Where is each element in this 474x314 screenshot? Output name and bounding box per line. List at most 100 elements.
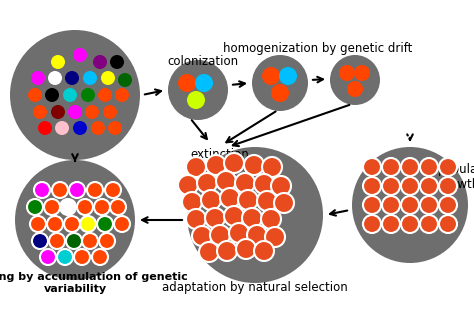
Circle shape [382,215,400,233]
Circle shape [30,216,46,232]
Circle shape [87,182,103,198]
Circle shape [363,196,381,214]
Circle shape [205,208,225,228]
Text: adaptation by natural selection: adaptation by natural selection [162,281,348,294]
Circle shape [192,226,212,246]
Circle shape [82,233,98,249]
Circle shape [40,249,56,265]
Circle shape [439,215,457,233]
Circle shape [262,157,282,177]
Circle shape [224,153,244,173]
Circle shape [254,241,274,261]
Circle shape [220,188,240,208]
Circle shape [101,71,115,85]
Circle shape [31,71,45,85]
Circle shape [182,192,202,212]
Circle shape [93,55,107,69]
Circle shape [27,199,43,215]
Circle shape [91,121,105,135]
Circle shape [10,30,140,160]
Circle shape [439,196,457,214]
Circle shape [363,215,381,233]
Circle shape [271,176,291,196]
Circle shape [206,155,226,175]
Circle shape [217,241,237,261]
Circle shape [236,239,256,259]
Circle shape [73,121,87,135]
Circle shape [168,60,228,120]
Circle shape [63,88,77,102]
Circle shape [66,233,82,249]
Circle shape [354,65,370,81]
Circle shape [439,177,457,195]
Circle shape [274,193,294,213]
Circle shape [114,216,130,232]
Circle shape [330,55,380,105]
Circle shape [420,196,438,214]
Circle shape [178,74,196,92]
Circle shape [363,158,381,176]
Circle shape [51,105,65,119]
Circle shape [73,48,87,62]
Circle shape [265,227,285,247]
Circle shape [252,55,308,111]
Circle shape [110,199,126,215]
Circle shape [15,160,135,280]
Circle shape [118,73,132,87]
Circle shape [352,147,468,263]
Circle shape [439,158,457,176]
Circle shape [339,65,355,81]
Circle shape [197,173,217,193]
Text: freezing by accumulation of genetic
variability: freezing by accumulation of genetic vari… [0,273,187,294]
Text: extinction: extinction [191,148,249,161]
Circle shape [244,155,264,175]
Circle shape [105,182,121,198]
Circle shape [81,88,95,102]
Circle shape [47,216,63,232]
Circle shape [98,88,112,102]
Circle shape [33,105,47,119]
Circle shape [229,223,249,243]
Circle shape [242,208,262,228]
Circle shape [94,199,110,215]
Circle shape [401,196,419,214]
Circle shape [108,121,122,135]
Circle shape [420,158,438,176]
Circle shape [85,105,99,119]
Circle shape [80,216,96,232]
Circle shape [201,190,221,210]
Text: population
growth: population growth [438,163,474,191]
Circle shape [254,174,274,194]
Circle shape [363,177,381,195]
Circle shape [60,199,76,215]
Circle shape [271,84,289,102]
Circle shape [224,206,244,226]
Circle shape [178,175,198,195]
Text: colonization: colonization [167,55,238,68]
Circle shape [186,157,206,177]
Circle shape [28,88,42,102]
Circle shape [34,182,50,198]
Circle shape [186,209,206,229]
Text: homogenization by genetic drift: homogenization by genetic drift [223,42,413,55]
Circle shape [247,225,267,245]
Circle shape [382,177,400,195]
Circle shape [420,215,438,233]
Circle shape [235,173,255,193]
Circle shape [51,55,65,69]
Circle shape [92,249,108,265]
Circle shape [262,67,280,85]
Circle shape [103,105,117,119]
Circle shape [257,191,277,211]
Circle shape [216,171,236,191]
Circle shape [279,67,297,85]
Circle shape [45,88,59,102]
Circle shape [401,158,419,176]
Circle shape [52,182,68,198]
Circle shape [44,199,60,215]
Circle shape [65,71,79,85]
Circle shape [382,196,400,214]
Circle shape [48,71,62,85]
Circle shape [210,225,230,245]
Circle shape [195,74,213,92]
